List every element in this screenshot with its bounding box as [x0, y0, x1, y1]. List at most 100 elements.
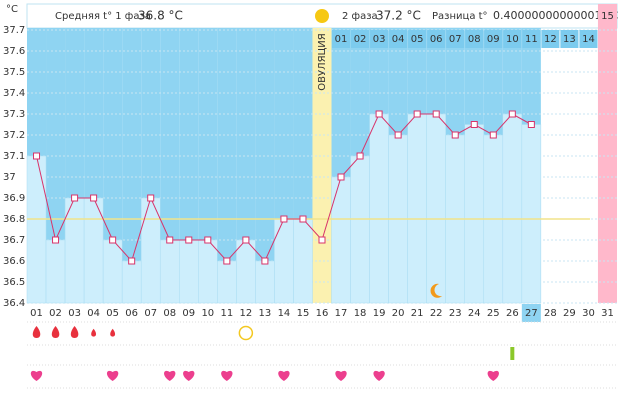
y-tick-label: 36.5 [3, 277, 25, 288]
point [223, 257, 231, 265]
phase2-cell [465, 30, 484, 48]
x-tick-label: 31 [601, 308, 614, 319]
diff-label: Разница t° [432, 11, 488, 22]
phase2-day: 02 [354, 34, 367, 45]
y-tick-label: 37.6 [3, 46, 25, 57]
bleeding-drop [70, 326, 79, 338]
point [508, 110, 516, 118]
heart [487, 370, 499, 381]
bleeding-drop [110, 328, 116, 337]
x-tick-label: 29 [563, 308, 576, 319]
test-marker [238, 325, 254, 341]
y-tick-label: 36.9 [3, 193, 25, 204]
point [71, 194, 79, 202]
phase2-cell [484, 30, 503, 48]
x-tick-label: 22 [430, 308, 443, 319]
point [432, 110, 440, 118]
bar [179, 239, 199, 304]
heart [30, 370, 43, 381]
heart [164, 370, 176, 381]
phase2-cell [541, 30, 560, 48]
phase2-day: 04 [392, 34, 405, 45]
x-tick-label: 25 [487, 308, 500, 319]
phase1-avg: 36.8 °C [138, 9, 183, 23]
heart [373, 370, 385, 381]
bleeding-drop [51, 326, 60, 338]
x-tick-label: 09 [182, 308, 195, 319]
bar [217, 260, 237, 304]
today-highlight [521, 304, 541, 322]
column-bg [46, 28, 66, 303]
phase2-day: 10 [506, 34, 519, 45]
x-tick-label: 27 [525, 308, 538, 319]
bar [198, 239, 218, 304]
heart [106, 370, 119, 381]
point [166, 236, 174, 244]
point [52, 236, 60, 244]
phase2-cell [389, 30, 408, 48]
phase2-day: 13 [563, 34, 576, 45]
column-bg [122, 28, 142, 303]
column-bg [179, 28, 199, 303]
point [527, 121, 535, 128]
bar [464, 124, 485, 304]
x-tick-label: 03 [68, 308, 81, 319]
phase2-cell [446, 30, 465, 48]
x-tick-label: 20 [392, 308, 405, 319]
y-tick-label: 37.2 [3, 130, 25, 141]
bar [331, 176, 351, 304]
point [147, 194, 155, 202]
phase2-cell [351, 30, 370, 48]
green-marker [510, 347, 515, 360]
phase2-cell [408, 30, 427, 48]
x-tick-label: 11 [220, 308, 233, 319]
phase2-day: 08 [468, 34, 481, 45]
bar [293, 218, 313, 304]
x-tick-label: 07 [144, 308, 157, 319]
cycle-end-column [597, 4, 617, 303]
column-bg [198, 28, 218, 303]
x-tick-label: 04 [87, 308, 100, 319]
x-tick-label: 08 [163, 308, 176, 319]
y-tick-label: 36.8 [3, 214, 25, 225]
bar [159, 239, 180, 304]
phase2-cell [370, 30, 389, 48]
x-tick-label: 23 [449, 308, 462, 319]
bar [350, 155, 370, 304]
point [299, 215, 307, 223]
x-tick-label: 13 [259, 308, 272, 319]
phase2-cell [522, 30, 541, 48]
bar [121, 260, 142, 304]
bar [236, 239, 256, 304]
bar [45, 239, 66, 304]
y-tick-label: 36.4 [3, 298, 25, 309]
x-tick-label: 02 [49, 308, 62, 319]
bar [502, 113, 523, 304]
phase1-label: Средняя t° 1 фаза [55, 11, 151, 22]
bar [426, 113, 446, 304]
point [413, 110, 421, 118]
x-tick-label: 06 [125, 308, 138, 319]
phase2-label: 2 фаза [342, 11, 378, 22]
y-tick-label: 37.3 [3, 109, 25, 120]
bar [369, 113, 389, 304]
phase2-cell [503, 30, 522, 48]
x-tick-label: 17 [335, 308, 348, 319]
point [451, 131, 459, 139]
phase2-day: 07 [449, 34, 462, 45]
phase2-day: 11 [525, 34, 538, 45]
point [337, 173, 345, 181]
diff-value: 0.40000000000001 °C [493, 9, 618, 22]
point [242, 236, 250, 244]
phase2-day: 01 [335, 34, 348, 45]
phase2-day: 14 [582, 34, 595, 45]
point [128, 257, 136, 265]
x-tick-label: 16 [316, 308, 329, 319]
bar [26, 155, 47, 304]
bar [274, 218, 294, 304]
x-tick-label: 15 [297, 308, 310, 319]
x-tick-label: 30 [582, 308, 595, 319]
bleeding-drop [32, 326, 41, 338]
heart [335, 370, 347, 381]
